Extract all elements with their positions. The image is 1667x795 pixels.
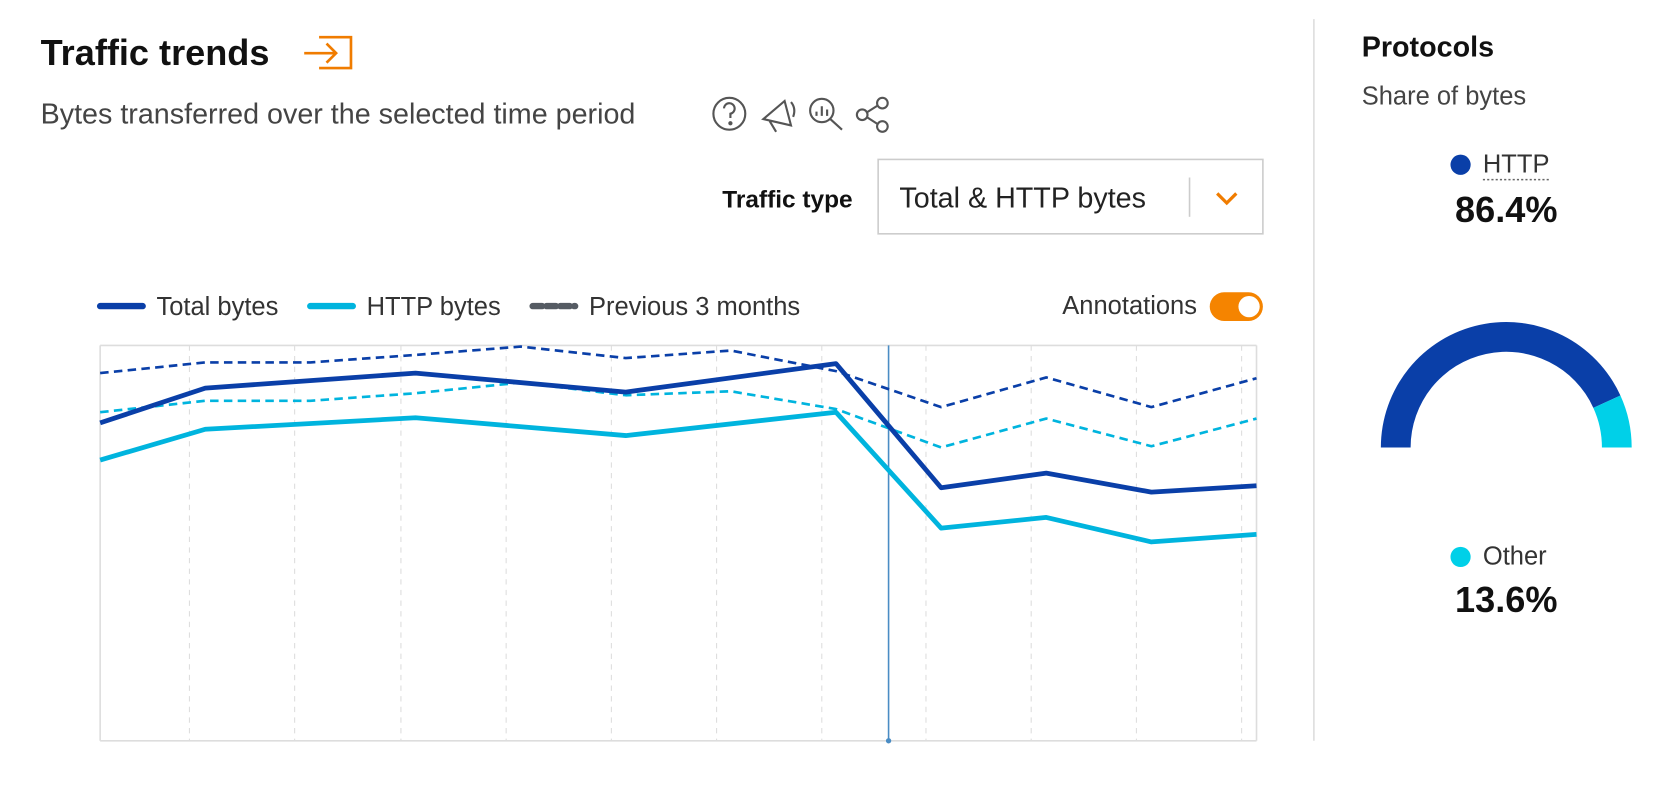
analyze-icon[interactable]	[809, 97, 843, 131]
legend-label: HTTP bytes	[367, 293, 501, 321]
grid	[188, 345, 1243, 741]
annotations-toggle[interactable]	[1209, 292, 1263, 321]
series-line	[100, 345, 1257, 409]
series-line	[99, 409, 1257, 545]
annotations-label: Annotations	[1062, 292, 1197, 320]
gauge-segment	[1380, 322, 1621, 448]
help-icon[interactable]	[712, 96, 747, 131]
megaphone-icon[interactable]	[761, 99, 796, 133]
legend-dot	[1450, 154, 1471, 175]
legend-label: Previous 3 months	[589, 293, 800, 321]
protocol-share: 86.4%	[1455, 189, 1557, 230]
legend: Total bytes HTTP bytes Previous 3 months	[96, 293, 800, 321]
protocol-share: 13.6%	[1455, 579, 1557, 620]
plot	[99, 345, 1257, 744]
subtitle: Bytes transferred over the selected time…	[41, 98, 636, 130]
protocol-name: Other	[1483, 543, 1547, 571]
protocols-subtitle: Share of bytes	[1362, 83, 1526, 111]
traffic-type-label: Traffic type	[722, 186, 852, 213]
protocols-title: Protocols	[1362, 31, 1494, 63]
share-icon[interactable]	[855, 96, 889, 133]
gauge: HTTP 86.4% Other 13.6%	[1380, 151, 1632, 620]
protocol-name[interactable]: HTTP	[1483, 151, 1550, 179]
title: Traffic trends	[41, 32, 270, 73]
traffic-type-dropdown[interactable]: Total & HTTP bytes	[877, 158, 1264, 235]
legend-dot	[1450, 546, 1471, 568]
plot-frame	[99, 344, 1258, 742]
series-line	[100, 381, 1257, 449]
series-line	[99, 361, 1257, 495]
expand-icon[interactable]	[304, 35, 353, 70]
gauge-segment	[1593, 395, 1632, 448]
legend-label: Total bytes	[156, 293, 278, 321]
annotation-marker[interactable]	[885, 738, 892, 744]
dropdown-value: Total & HTTP bytes	[899, 182, 1146, 214]
